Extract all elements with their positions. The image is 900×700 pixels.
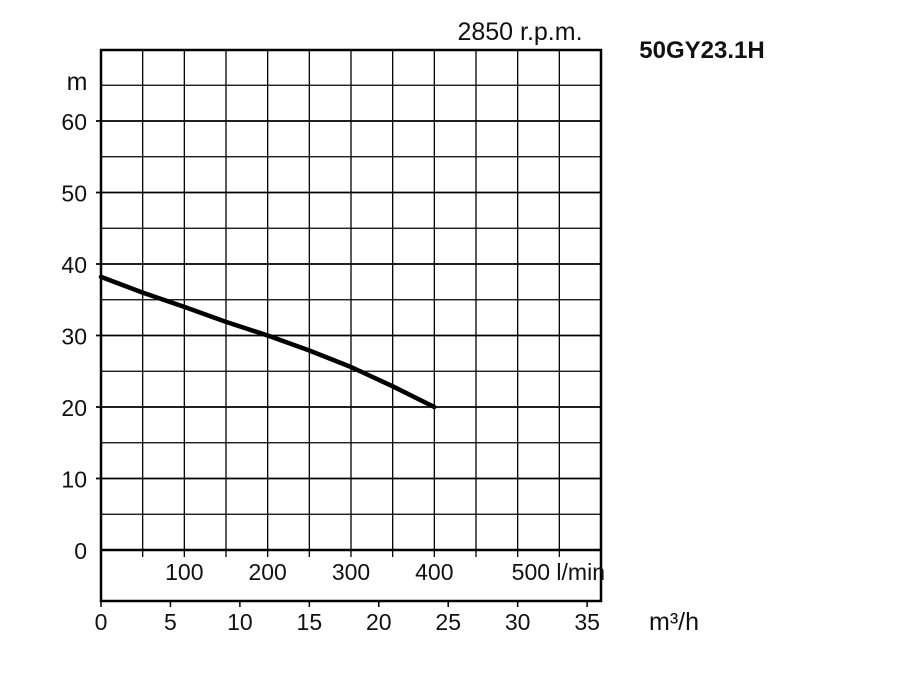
y-axis-label: m	[67, 68, 88, 96]
chart-subtitle: 2850 r.p.m.	[457, 18, 582, 46]
x-tick-label-m3h: 30	[505, 609, 531, 635]
chart-frame	[99, 48, 603, 607]
y-tick-label: 30	[61, 324, 87, 350]
y-axis-labels: 0 10 20 30 40 50 60	[61, 109, 87, 564]
y-tick-label: 20	[61, 395, 87, 421]
y-tick-label: 40	[61, 252, 87, 278]
plot-border	[99, 48, 603, 603]
x-axis-label: m³/h	[649, 608, 699, 636]
y-tick-label: 50	[61, 181, 87, 207]
x-axis-m3h-labels: 0 5 10 15 20 25 30 35	[95, 609, 600, 635]
chart-grid	[96, 50, 601, 557]
x-tick-label-lmin: 200	[248, 559, 286, 585]
y-tick-label: 60	[61, 109, 87, 135]
x-tick-label-m3h: 25	[435, 609, 461, 635]
y-tick-label: 10	[61, 467, 87, 493]
x-tick-label-lmin: 400	[415, 559, 453, 585]
x-tick-label-m3h: 20	[366, 609, 392, 635]
x-tick-label-lmin: 500 l/min	[512, 559, 605, 585]
x-tick-label-lmin: 100	[165, 559, 203, 585]
x-tick-label-m3h: 5	[164, 609, 177, 635]
x-tick-label-m3h: 10	[227, 609, 253, 635]
x-tick-label-m3h: 0	[95, 609, 108, 635]
y-tick-label: 0	[74, 538, 87, 564]
curve-line	[98, 274, 437, 410]
x-axis-lmin-labels: 100 200 300 400 500 l/min	[165, 559, 605, 585]
x-tick-label-m3h: 35	[574, 609, 600, 635]
x-tick-label-lmin: 300	[332, 559, 370, 585]
performance-curve	[98, 274, 437, 410]
x-tick-label-m3h: 15	[297, 609, 323, 635]
chart-title: 50GY23.1H	[639, 37, 764, 64]
